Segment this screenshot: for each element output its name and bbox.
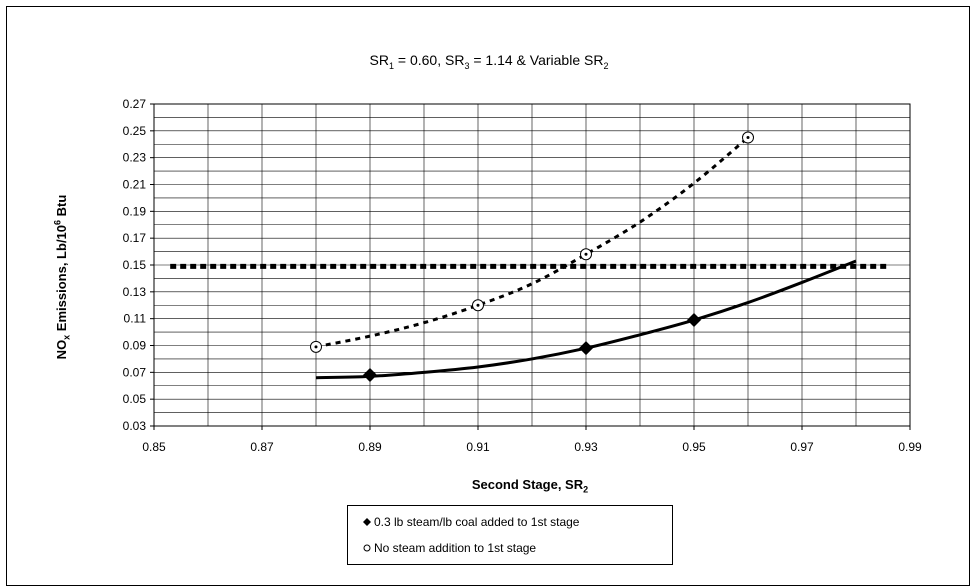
chart-title: SR1 = 0.60, SR3 = 1.14 & Variable SR2	[369, 52, 609, 71]
data-point-circle-dot	[746, 136, 750, 140]
data-point-circle-dot	[476, 303, 480, 307]
circle-marker-icon	[363, 544, 371, 552]
legend-label: 0.3 lb steam/lb coal added to 1st stage	[374, 515, 580, 529]
legend-entry-steam: 0.3 lb steam/lb coal added to 1st stage	[348, 509, 674, 535]
x-axis-label: Second Stage, SR2	[471, 477, 589, 495]
series-group	[310, 131, 857, 383]
data-point-circle-dot	[584, 252, 588, 256]
y-tick-label: 0.23	[123, 151, 147, 165]
x-tick-label: 0.91	[466, 440, 490, 454]
data-point-circle-dot	[314, 345, 318, 349]
data-point-diamond	[687, 313, 701, 328]
diamond-marker-icon	[363, 518, 371, 526]
x-tick-label: 0.87	[250, 440, 274, 454]
legend-entry-no-steam: No steam addition to 1st stage	[348, 535, 674, 561]
y-tick-label: 0.11	[124, 312, 147, 326]
y-tick-label: 0.21	[123, 178, 147, 192]
data-point-diamond	[363, 368, 377, 383]
y-tick-label: 0.17	[123, 231, 147, 245]
legend-label: No steam addition to 1st stage	[374, 541, 537, 555]
x-tick-label: 0.93	[574, 440, 598, 454]
y-tick-label: 0.13	[123, 285, 147, 299]
x-tick-label: 0.99	[898, 440, 922, 454]
y-tick-label: 0.09	[123, 339, 147, 353]
x-tick-label: 0.85	[142, 440, 166, 454]
y-tick-label: 0.07	[123, 365, 147, 379]
data-point-diamond	[579, 341, 593, 356]
x-tick-label: 0.97	[790, 440, 814, 454]
legend: 0.3 lb steam/lb coal added to 1st stage …	[347, 505, 673, 565]
y-tick-label: 0.19	[123, 204, 147, 218]
series-line-1	[315, 136, 749, 349]
x-tick-label: 0.89	[358, 440, 382, 454]
x-tick-label: 0.95	[682, 440, 706, 454]
y-tick-label: 0.15	[123, 258, 147, 272]
tick-labels: 0.85 0.87 0.89 0.91 0.93 0.95 0.97 0.99 0.03 0.05…	[123, 97, 922, 454]
y-tick-label: 0.25	[123, 124, 147, 138]
y-tick-label: 0.27	[123, 97, 147, 111]
y-tick-label: 0.05	[123, 392, 147, 406]
y-tick-label: 0.03	[123, 419, 147, 433]
